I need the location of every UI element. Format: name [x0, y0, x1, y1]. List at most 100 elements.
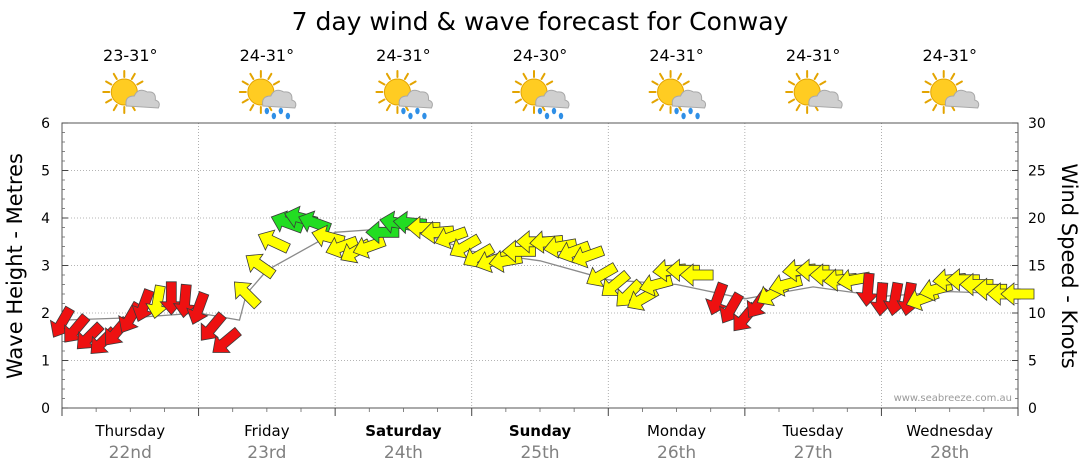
- showers-icon: [238, 70, 297, 120]
- sun-ray: [924, 98, 932, 104]
- rain-drop: [551, 107, 557, 115]
- sun-ray: [787, 98, 796, 104]
- sun-ray: [112, 72, 118, 81]
- right-tick-label: 5: [1028, 354, 1037, 370]
- wind-arrow: [601, 269, 632, 296]
- partly-cloudy-icon: [785, 70, 843, 114]
- wind-arrow: [131, 288, 155, 322]
- wind-arrow-shape: [973, 277, 1008, 302]
- wind-arrow-shape: [245, 253, 277, 280]
- day-name: Tuesday: [782, 422, 844, 440]
- sun-ray: [950, 72, 956, 81]
- sun-ray: [651, 98, 659, 104]
- sun-ray: [659, 103, 665, 112]
- wind-arrow-shape: [212, 326, 242, 353]
- wind-arrow: [325, 235, 360, 259]
- left-tick-label: 0: [41, 401, 50, 417]
- wind-arrow-shape: [449, 233, 482, 259]
- wind-arrow: [795, 258, 830, 283]
- sun-ray: [514, 80, 523, 86]
- wind-arrow: [212, 326, 242, 353]
- sun-ray: [522, 72, 528, 81]
- right-tick-label: 0: [1028, 401, 1037, 417]
- rain-drop: [688, 107, 693, 115]
- day-date: 27th: [794, 443, 833, 463]
- sun-ray: [787, 80, 796, 86]
- wind-arrow-shape: [1000, 282, 1035, 306]
- left-tick-label: 3: [41, 259, 50, 275]
- sun-ray: [378, 80, 386, 86]
- sun-ray: [403, 72, 409, 81]
- sun-ray: [105, 80, 113, 86]
- wind-arrow: [449, 233, 482, 259]
- rain-drop: [695, 112, 700, 120]
- wind-arrow: [311, 224, 346, 248]
- wind-arrow-shape: [601, 269, 632, 296]
- chart-title: 7 day wind & wave forecast for Conway: [292, 7, 789, 36]
- sun-ray: [249, 103, 255, 112]
- weather-row: 23-31° 24-31° 24-31° 24-30° 24-31° 24-31° 24-3…: [102, 46, 980, 120]
- wind-arrow: [679, 263, 714, 287]
- left-tick-label: 4: [41, 211, 50, 227]
- wind-arrow-shape: [959, 272, 994, 297]
- sun-ray: [955, 80, 963, 86]
- right-tick-label: 30: [1028, 116, 1046, 132]
- sun-ray: [267, 72, 273, 81]
- sun-ray: [813, 72, 819, 81]
- wind-arrow: [809, 263, 844, 287]
- sun-ray: [409, 80, 417, 86]
- wind-arrow-shape: [795, 258, 830, 283]
- wind-arrow: [64, 313, 91, 343]
- wind-arrow: [945, 267, 980, 292]
- wind-arrow: [434, 226, 469, 250]
- day-temperature: 24-31°: [786, 46, 841, 65]
- wind-arrow-shape: [434, 226, 469, 250]
- sun-ray: [241, 98, 249, 104]
- day-date: 23rd: [247, 443, 286, 463]
- cloud: [398, 89, 433, 109]
- sun-ray: [241, 80, 249, 86]
- sun-ray: [272, 80, 281, 86]
- rain-drop: [544, 112, 550, 120]
- wind-arrow-shape: [571, 245, 606, 269]
- sun-ray: [795, 103, 801, 112]
- wind-arrow: [200, 311, 227, 341]
- rain-drop: [422, 112, 427, 120]
- day-name: Wednesday: [906, 422, 993, 440]
- sun-ray: [385, 72, 391, 81]
- cloud: [262, 89, 297, 109]
- cloud: [808, 89, 843, 109]
- sun-ray: [932, 72, 938, 81]
- wind-arrow-shape: [131, 288, 155, 322]
- cloud: [535, 89, 570, 109]
- sun-ray: [249, 72, 255, 81]
- day-date: 22nd: [109, 443, 152, 463]
- wind-arrow-shape: [186, 291, 210, 325]
- wind-arrow-shape: [200, 311, 227, 341]
- wind-arrow: [233, 281, 262, 310]
- wind-arrow-shape: [145, 284, 169, 319]
- sun-ray: [682, 80, 690, 86]
- day-temperature: 24-30°: [513, 46, 568, 65]
- day-temperature: 24-31°: [922, 46, 977, 65]
- cloud: [944, 89, 980, 109]
- showers-icon: [512, 70, 570, 120]
- rain-drop: [271, 112, 277, 120]
- sun-ray: [385, 103, 391, 112]
- sun-ray: [819, 80, 827, 86]
- left-tick-label: 5: [41, 164, 50, 180]
- day-date: 26th: [657, 443, 696, 463]
- rain-drop: [558, 112, 564, 120]
- wind-arrow-shape: [679, 263, 714, 287]
- rain-drop: [674, 107, 679, 115]
- wind-arrow: [257, 229, 291, 254]
- day-name: Friday: [244, 422, 290, 440]
- wind-arrow-shape: [705, 281, 729, 316]
- day-temperature: 23-31°: [103, 46, 158, 65]
- wind-arrow: [145, 284, 169, 319]
- day-name: Thursday: [94, 422, 165, 440]
- wind-arrow-shape: [586, 262, 619, 288]
- day-temperature: 24-31°: [240, 46, 295, 65]
- day-name: Saturday: [365, 422, 442, 440]
- cloud: [125, 89, 160, 109]
